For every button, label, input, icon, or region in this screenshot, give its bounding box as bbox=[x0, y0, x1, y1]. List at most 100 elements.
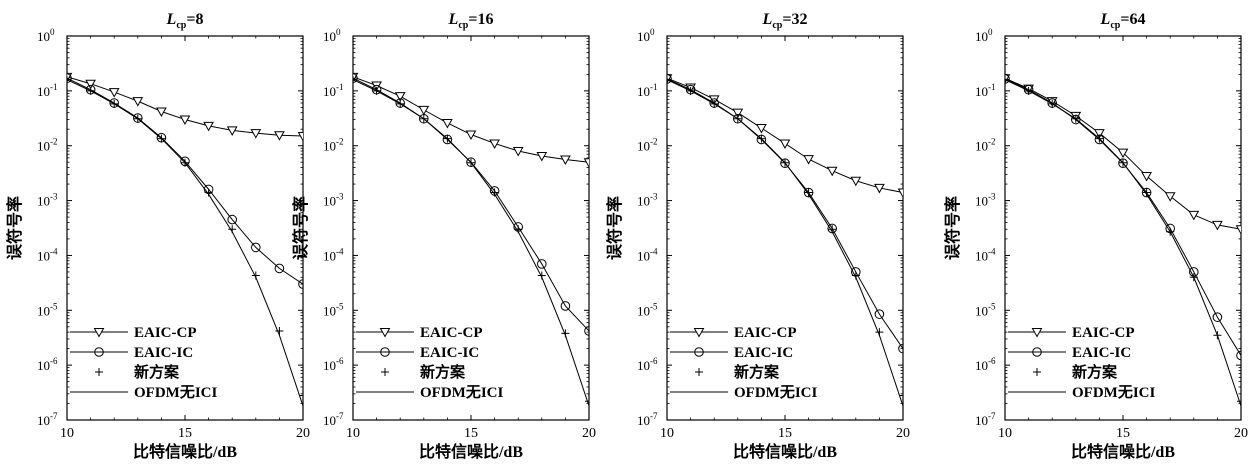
y-tick-label: 10-7 bbox=[975, 411, 996, 428]
data-point bbox=[489, 139, 500, 149]
series-4 bbox=[1005, 79, 1241, 407]
x-axis-label: 比特信噪比/dB bbox=[133, 442, 237, 461]
legend-item: EAIC-IC bbox=[670, 345, 793, 361]
y-tick-base: 10 bbox=[323, 194, 336, 209]
data-point bbox=[67, 75, 71, 84]
y-tick-label: 10-6 bbox=[975, 356, 996, 373]
data-point bbox=[756, 124, 767, 134]
y-tick-exponent: -7 bbox=[336, 411, 344, 421]
series-4 bbox=[353, 79, 589, 407]
series-group bbox=[353, 72, 589, 407]
y-tick-exponent: -1 bbox=[988, 82, 996, 92]
legend-item: OFDM无ICI bbox=[70, 384, 217, 401]
legend-item: 新方案 bbox=[1033, 363, 1118, 381]
data-point bbox=[203, 121, 214, 132]
legend-label: EAIC-CP bbox=[1072, 325, 1135, 341]
y-tick-base: 10 bbox=[37, 139, 50, 154]
series-group bbox=[1005, 74, 1241, 407]
series-line bbox=[67, 79, 303, 407]
x-tick-label: 15 bbox=[464, 426, 478, 441]
legend-label: 新方案 bbox=[134, 363, 180, 381]
legend: EAIC-CP EAIC-IC 新方案 OFDM无ICI bbox=[1008, 325, 1155, 401]
data-point bbox=[898, 343, 903, 354]
data-point bbox=[394, 92, 406, 102]
y-tick-label: 10-3 bbox=[37, 192, 58, 209]
x-tick-label: 10 bbox=[998, 426, 1012, 441]
legend-item: EAIC-CP bbox=[356, 325, 483, 341]
y-tick-label: 10-1 bbox=[637, 82, 658, 99]
chart-title-rest: =16 bbox=[468, 11, 493, 28]
y-tick-exponent: -6 bbox=[336, 356, 344, 366]
y-tick-base: 10 bbox=[975, 248, 988, 263]
y-tick-exponent: -2 bbox=[50, 137, 58, 147]
chart-title-main: L bbox=[762, 11, 773, 28]
y-tick-label: 10-1 bbox=[975, 82, 996, 99]
legend-marker bbox=[1032, 347, 1042, 357]
y-tick-label: 10-2 bbox=[975, 137, 996, 154]
legend: EAIC-CP EAIC-IC 新方案 OFDM无ICI bbox=[670, 325, 817, 401]
y-tick-base: 10 bbox=[37, 29, 50, 44]
data-point bbox=[1141, 187, 1152, 198]
series-line bbox=[667, 77, 903, 194]
y-tick-label: 10-4 bbox=[637, 246, 658, 263]
legend-marker bbox=[379, 328, 391, 338]
data-point bbox=[667, 74, 673, 84]
data-point bbox=[442, 118, 453, 129]
y-tick-base: 10 bbox=[37, 84, 50, 99]
data-point bbox=[584, 326, 589, 336]
y-tick-exponent: -5 bbox=[988, 301, 996, 311]
legend-marker bbox=[694, 347, 704, 357]
x-tick-label: 20 bbox=[296, 426, 310, 441]
y-tick-label: 10-7 bbox=[37, 411, 58, 428]
y-tick-label: 10-7 bbox=[323, 411, 344, 428]
series-line bbox=[67, 77, 303, 285]
y-tick-label: 10-1 bbox=[323, 82, 344, 99]
y-tick-label: 10-6 bbox=[323, 356, 344, 373]
data-point bbox=[1212, 220, 1223, 231]
y-tick-label: 10-2 bbox=[37, 137, 58, 154]
y-tick-exponent: -6 bbox=[988, 356, 996, 366]
y-tick-base: 10 bbox=[975, 303, 988, 318]
data-point bbox=[733, 113, 743, 124]
series-line bbox=[1005, 79, 1241, 407]
legend-item: EAIC-IC bbox=[356, 345, 479, 361]
y-tick-base: 10 bbox=[637, 413, 650, 428]
legend-label: 新方案 bbox=[734, 363, 780, 381]
legend-marker bbox=[95, 368, 103, 376]
chart-title-rest: =32 bbox=[782, 11, 807, 28]
y-tick-exponent: -2 bbox=[336, 137, 344, 147]
series-line bbox=[67, 76, 303, 137]
y-tick-base: 10 bbox=[323, 413, 336, 428]
data-point bbox=[179, 115, 191, 126]
plot-frame bbox=[1004, 35, 1242, 421]
y-tick-exponent: -4 bbox=[50, 246, 58, 256]
series-line bbox=[667, 78, 903, 349]
chart-title-sub: cp bbox=[1110, 20, 1120, 31]
data-point bbox=[251, 242, 261, 253]
data-point bbox=[1188, 210, 1200, 221]
legend: EAIC-CP EAIC-IC 新方案 OFDM无ICI bbox=[356, 325, 503, 401]
y-tick-label: 10-3 bbox=[975, 192, 996, 209]
data-point bbox=[274, 263, 285, 274]
series-1 bbox=[1005, 74, 1241, 235]
y-tick-exponent: -3 bbox=[988, 192, 996, 202]
data-point bbox=[779, 139, 791, 149]
y-tick-exponent: -6 bbox=[50, 356, 58, 366]
data-point bbox=[732, 108, 744, 119]
data-point bbox=[274, 131, 285, 141]
x-tick-label: 20 bbox=[1234, 426, 1248, 441]
data-point bbox=[826, 166, 838, 177]
data-point bbox=[803, 187, 814, 198]
y-tick-exponent: -4 bbox=[650, 246, 658, 256]
y-tick-label: 10-3 bbox=[323, 192, 344, 209]
x-axis-label: 比特信噪比/dB bbox=[733, 442, 837, 461]
y-tick-exponent: 0 bbox=[650, 27, 655, 37]
data-point bbox=[275, 326, 284, 335]
series-line bbox=[667, 79, 903, 407]
data-point bbox=[1094, 129, 1105, 139]
legend-label: 新方案 bbox=[1072, 363, 1118, 381]
chart-title-sub: cp bbox=[458, 20, 468, 31]
y-tick-base: 10 bbox=[37, 358, 50, 373]
chart-title: Lcp=64 bbox=[1100, 11, 1146, 31]
